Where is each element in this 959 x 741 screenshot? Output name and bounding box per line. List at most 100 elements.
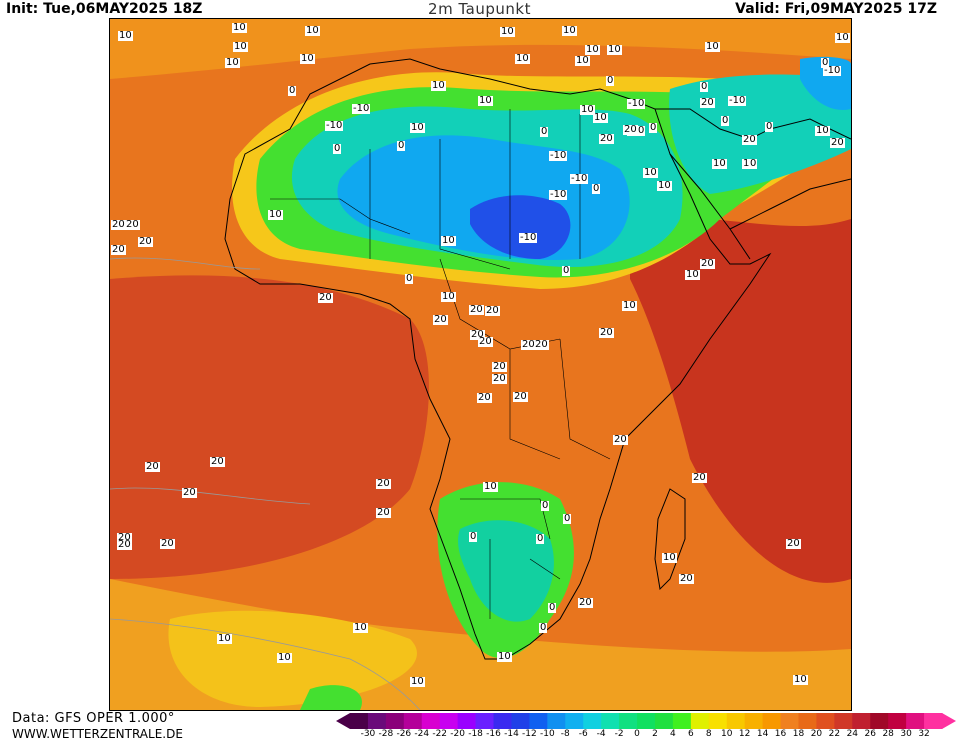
legend-arrow-right <box>942 713 956 729</box>
legend-tick-label: -4 <box>596 729 606 739</box>
legend-tick-label: 10 <box>720 729 733 739</box>
contour-label: 0 <box>405 273 414 284</box>
contour-label: -10 <box>352 103 371 114</box>
contour-label: 10 <box>643 167 658 178</box>
contour-label: -10 <box>823 65 842 76</box>
africa-coastline <box>224 58 772 660</box>
legend-colorbar <box>336 713 956 729</box>
contour-label: -10 <box>549 189 568 200</box>
legend-tick-label: -2 <box>614 729 624 739</box>
contour-label: 0 <box>821 57 830 68</box>
legend-color-box <box>493 713 512 729</box>
legend-color-box <box>583 713 602 729</box>
legend-color-box <box>816 713 835 729</box>
legend-tick-label: -12 <box>522 729 537 739</box>
legend-color-box <box>529 713 548 729</box>
contour-label: 10 <box>225 57 240 68</box>
contour-label: 20 <box>477 392 492 403</box>
country-borders <box>270 109 611 619</box>
contour-label: 20 <box>623 124 638 135</box>
legend-color-box <box>637 713 656 729</box>
contour-label: 20 <box>492 361 507 372</box>
contour-label: 10 <box>497 651 512 662</box>
legend-color-box <box>762 713 782 729</box>
sahara-field-deep-blue <box>470 195 571 259</box>
contour-label: 10 <box>562 25 577 36</box>
legend-tick-label: 32 <box>918 729 930 739</box>
legend-tick-label: 22 <box>828 729 841 739</box>
contour-label: 20 <box>125 219 140 230</box>
legend-color-box <box>439 713 459 729</box>
contour-label: -10 <box>549 150 568 161</box>
contour-label: 10 <box>118 30 133 41</box>
init-time-label: Init: Tue,06MAY2025 18Z <box>6 1 203 17</box>
contour-label: 0 <box>333 143 342 154</box>
legend-color-box <box>888 713 907 729</box>
contour-label: 10 <box>478 95 493 106</box>
data-source-label: Data: GFS OPER 1.000° <box>12 711 175 726</box>
contour-label: 10 <box>685 269 700 280</box>
contour-label: 20 <box>117 532 132 543</box>
contour-label: 20 <box>513 391 528 402</box>
legend-tick-label: 20 <box>810 729 823 739</box>
contour-lines <box>110 257 421 710</box>
contour-label: 20 <box>376 507 391 518</box>
contour-label: -10 <box>519 232 538 243</box>
contour-label: 0 <box>539 622 548 633</box>
contour-label: 20 <box>700 97 715 108</box>
contour-label: 10 <box>232 22 247 33</box>
contour-label: 10 <box>217 633 232 644</box>
contour-label: 10 <box>277 652 292 663</box>
legend-color-box <box>619 713 638 729</box>
legend-tick-label: -10 <box>539 729 555 739</box>
contour-label: 0 <box>562 265 571 276</box>
legend-color-box <box>385 713 405 729</box>
legend-tick-label: 6 <box>687 729 694 739</box>
legend-color-box <box>421 713 441 729</box>
contour-label: 20 <box>700 258 715 269</box>
legend-tick-label: -8 <box>560 729 570 739</box>
contour-label: 10 <box>500 26 515 37</box>
valid-time-label: Valid: Fri,09MAY2025 17Z <box>735 1 937 17</box>
contour-label: 20 <box>534 339 549 350</box>
contour-label: 10 <box>712 158 727 169</box>
legend-tick-label: 30 <box>900 729 912 739</box>
contour-label: 0 <box>563 513 572 524</box>
contour-label: 0 <box>749 158 758 169</box>
legend-tick-label: -24 <box>414 729 430 739</box>
contour-label: 0 <box>765 121 774 132</box>
contour-label: 0 <box>540 126 549 137</box>
contour-label: 10 <box>585 44 600 55</box>
website-label: WWW.WETTERZENTRALE.DE <box>12 727 183 741</box>
legend-tick-label: 4 <box>670 729 676 739</box>
legend-tick-label: 0 <box>634 729 640 739</box>
contour-label: 20 <box>492 373 507 384</box>
contour-label: 10 <box>835 32 850 43</box>
contour-label: 10 <box>622 300 637 311</box>
contour-label: 20 <box>376 478 391 489</box>
legend-color-box <box>672 713 692 729</box>
contour-label: 20 <box>613 434 628 445</box>
contour-label: 10 <box>233 41 248 52</box>
contour-label: 20 <box>469 304 484 315</box>
contour-label: 0 <box>592 183 601 194</box>
legend-tick-label: 2 <box>652 729 658 739</box>
contour-label: 20 <box>692 472 707 483</box>
legend-color-box <box>350 713 369 729</box>
contour-label: 20 <box>111 219 126 230</box>
legend-color-box <box>403 713 423 729</box>
contour-label: 0 <box>288 85 297 96</box>
contour-label: 20 <box>470 329 485 340</box>
legend-tick-label: 26 <box>864 729 876 739</box>
legend-color-box <box>654 713 674 729</box>
legend-color-box <box>475 713 495 729</box>
contour-label: 0 <box>541 500 550 511</box>
contour-label: 10 <box>441 291 456 302</box>
legend-color-box <box>565 713 584 729</box>
contour-label: 10 <box>662 552 677 563</box>
contour-label: 10 <box>441 235 456 246</box>
map-title: 2m Taupunkt <box>428 0 531 18</box>
contour-label: 0 <box>721 115 730 126</box>
contour-label: 20 <box>830 137 845 148</box>
contour-label: 10 <box>575 55 590 66</box>
